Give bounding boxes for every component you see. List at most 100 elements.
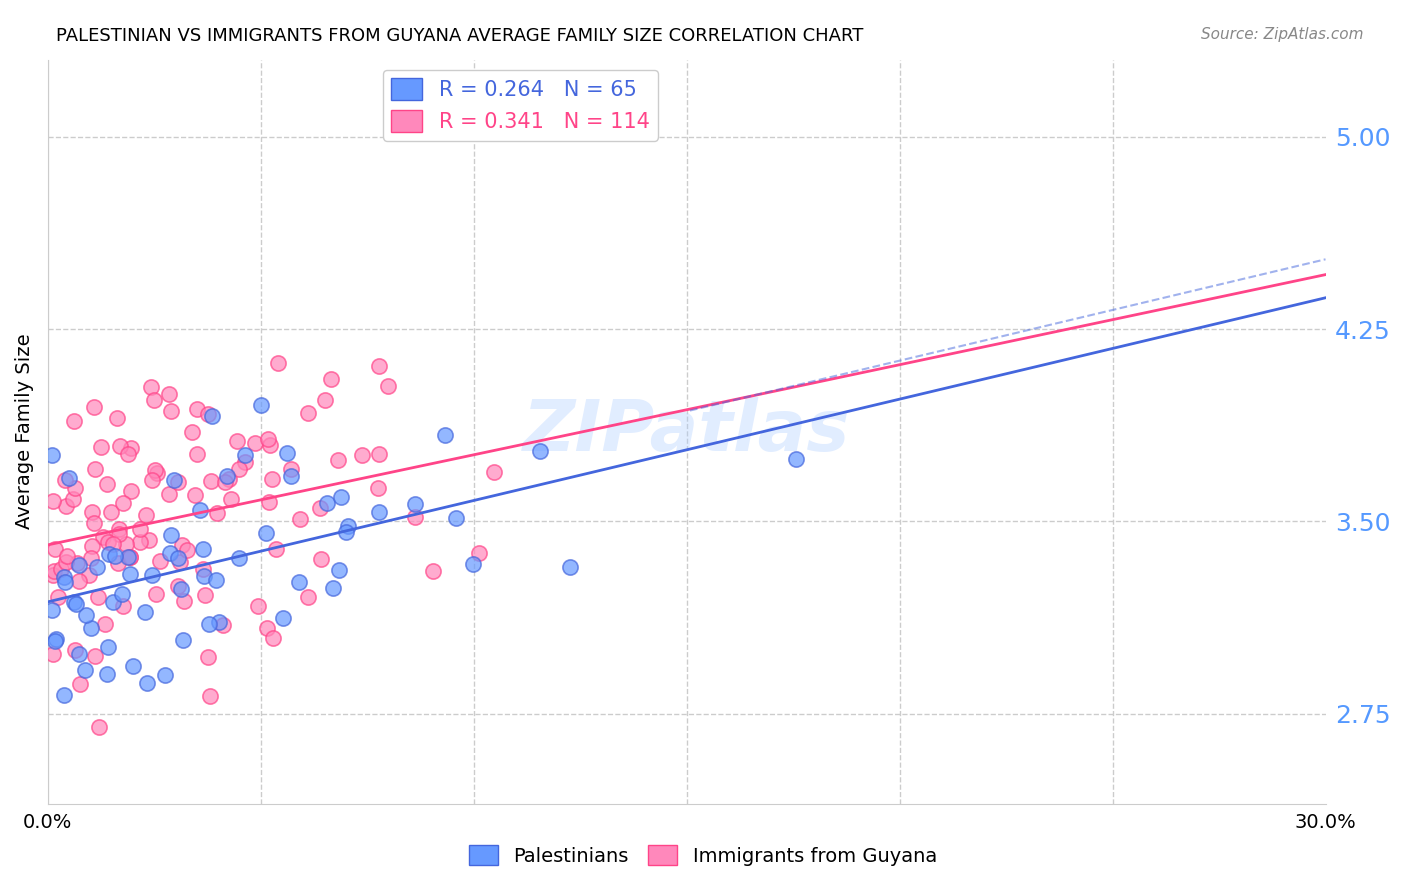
Point <box>62 492 84 507</box>
Point <box>94 617 117 632</box>
Point <box>297 405 319 419</box>
Point <box>218 472 240 486</box>
Point <box>120 550 142 565</box>
Point <box>86 560 108 574</box>
Point <box>53 473 76 487</box>
Point <box>404 510 426 524</box>
Point <box>322 581 344 595</box>
Point <box>328 452 350 467</box>
Point <box>201 409 224 423</box>
Point <box>212 618 235 632</box>
Point <box>55 555 77 569</box>
Point <box>170 582 193 597</box>
Point <box>97 640 120 654</box>
Point <box>560 560 582 574</box>
Point <box>89 720 111 734</box>
Point <box>58 471 80 485</box>
Point <box>104 549 127 563</box>
Point <box>117 447 139 461</box>
Point <box>256 621 278 635</box>
Point <box>197 650 219 665</box>
Point <box>115 537 138 551</box>
Point <box>65 597 87 611</box>
Y-axis label: Average Family Size: Average Family Size <box>15 334 34 530</box>
Point <box>319 372 342 386</box>
Point <box>63 595 86 609</box>
Point <box>207 506 229 520</box>
Point <box>267 356 290 370</box>
Point <box>101 537 124 551</box>
Point <box>42 493 65 508</box>
Point <box>257 495 280 509</box>
Point <box>90 440 112 454</box>
Point <box>233 448 256 462</box>
Point <box>108 527 131 541</box>
Point <box>118 549 141 564</box>
Point <box>314 393 336 408</box>
Point <box>80 551 103 566</box>
Point <box>335 525 357 540</box>
Point <box>330 490 353 504</box>
Point <box>186 401 208 416</box>
Point <box>97 547 120 561</box>
Point <box>352 448 374 462</box>
Point <box>55 500 77 514</box>
Point <box>157 386 180 401</box>
Point <box>44 633 66 648</box>
Point <box>69 677 91 691</box>
Point <box>228 461 250 475</box>
Point <box>120 567 142 582</box>
Point <box>83 400 105 414</box>
Point <box>80 621 103 635</box>
Point <box>138 533 160 548</box>
Point <box>117 550 139 565</box>
Point <box>172 632 194 647</box>
Point <box>225 434 247 448</box>
Point <box>121 659 143 673</box>
Point <box>198 689 221 703</box>
Point <box>188 503 211 517</box>
Point <box>128 523 150 537</box>
Legend: R = 0.264   N = 65, R = 0.341   N = 114: R = 0.264 N = 65, R = 0.341 N = 114 <box>382 70 658 141</box>
Point <box>42 567 65 582</box>
Point <box>149 554 172 568</box>
Point <box>139 380 162 394</box>
Point <box>105 411 128 425</box>
Point <box>337 519 360 533</box>
Point <box>120 442 142 456</box>
Point <box>193 569 215 583</box>
Point <box>214 475 236 489</box>
Point <box>111 599 134 613</box>
Point <box>215 469 238 483</box>
Point <box>129 535 152 549</box>
Point <box>111 496 134 510</box>
Legend: Palestinians, Immigrants from Guyana: Palestinians, Immigrants from Guyana <box>461 838 945 873</box>
Point <box>328 563 350 577</box>
Point <box>254 525 277 540</box>
Point <box>257 432 280 446</box>
Text: Source: ZipAtlas.com: Source: ZipAtlas.com <box>1201 27 1364 42</box>
Point <box>221 491 243 506</box>
Point <box>97 535 120 549</box>
Point <box>41 603 63 617</box>
Point <box>155 668 177 682</box>
Point <box>170 537 193 551</box>
Point <box>276 446 298 460</box>
Point <box>83 648 105 663</box>
Text: PALESTINIAN VS IMMIGRANTS FROM GUYANA AVERAGE FAMILY SIZE CORRELATION CHART: PALESTINIAN VS IMMIGRANTS FROM GUYANA AV… <box>56 27 863 45</box>
Point <box>166 578 188 592</box>
Point <box>135 508 157 522</box>
Point <box>63 481 86 495</box>
Point <box>134 605 156 619</box>
Point <box>107 556 129 570</box>
Point <box>53 688 76 702</box>
Point <box>67 574 90 589</box>
Point <box>434 427 457 442</box>
Point <box>246 599 269 613</box>
Text: ZIPatlas: ZIPatlas <box>523 397 851 467</box>
Point <box>368 505 391 519</box>
Point <box>49 562 72 576</box>
Point <box>422 564 444 578</box>
Point <box>44 542 66 557</box>
Point <box>186 447 208 461</box>
